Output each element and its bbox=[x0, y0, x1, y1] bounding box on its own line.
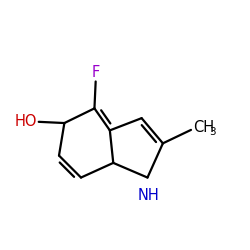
Text: CH: CH bbox=[193, 120, 214, 136]
Text: NH: NH bbox=[138, 188, 160, 204]
Text: F: F bbox=[92, 66, 100, 80]
Text: 3: 3 bbox=[209, 127, 216, 137]
Text: HO: HO bbox=[15, 114, 38, 129]
